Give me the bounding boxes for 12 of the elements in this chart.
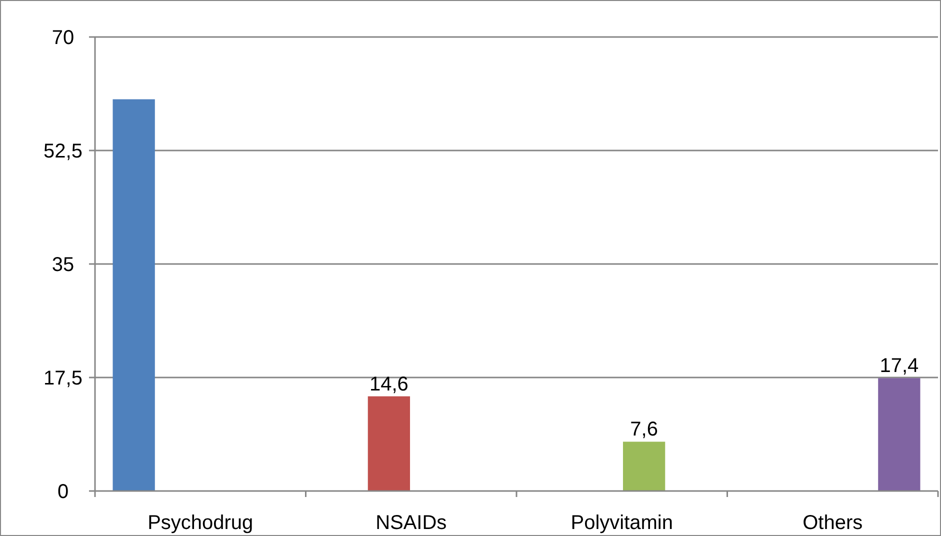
data-label: 17,4	[880, 355, 919, 378]
y-tick-label: 0	[57, 481, 69, 503]
y-tick-label: 35	[52, 254, 74, 276]
x-tick-label: Polyvitamin	[570, 512, 674, 534]
y-tick-label: 70	[52, 27, 74, 49]
data-label: 7,6	[630, 418, 658, 441]
x-tick-label: Others	[802, 512, 863, 534]
y-tick-label: 17,5	[44, 368, 82, 390]
data-label: 14,6	[369, 373, 408, 396]
x-tick-label: NSAIDs	[376, 512, 447, 534]
x-tick-label: Psychodrug	[148, 512, 254, 534]
y-tick-label: 52,5	[44, 140, 82, 162]
